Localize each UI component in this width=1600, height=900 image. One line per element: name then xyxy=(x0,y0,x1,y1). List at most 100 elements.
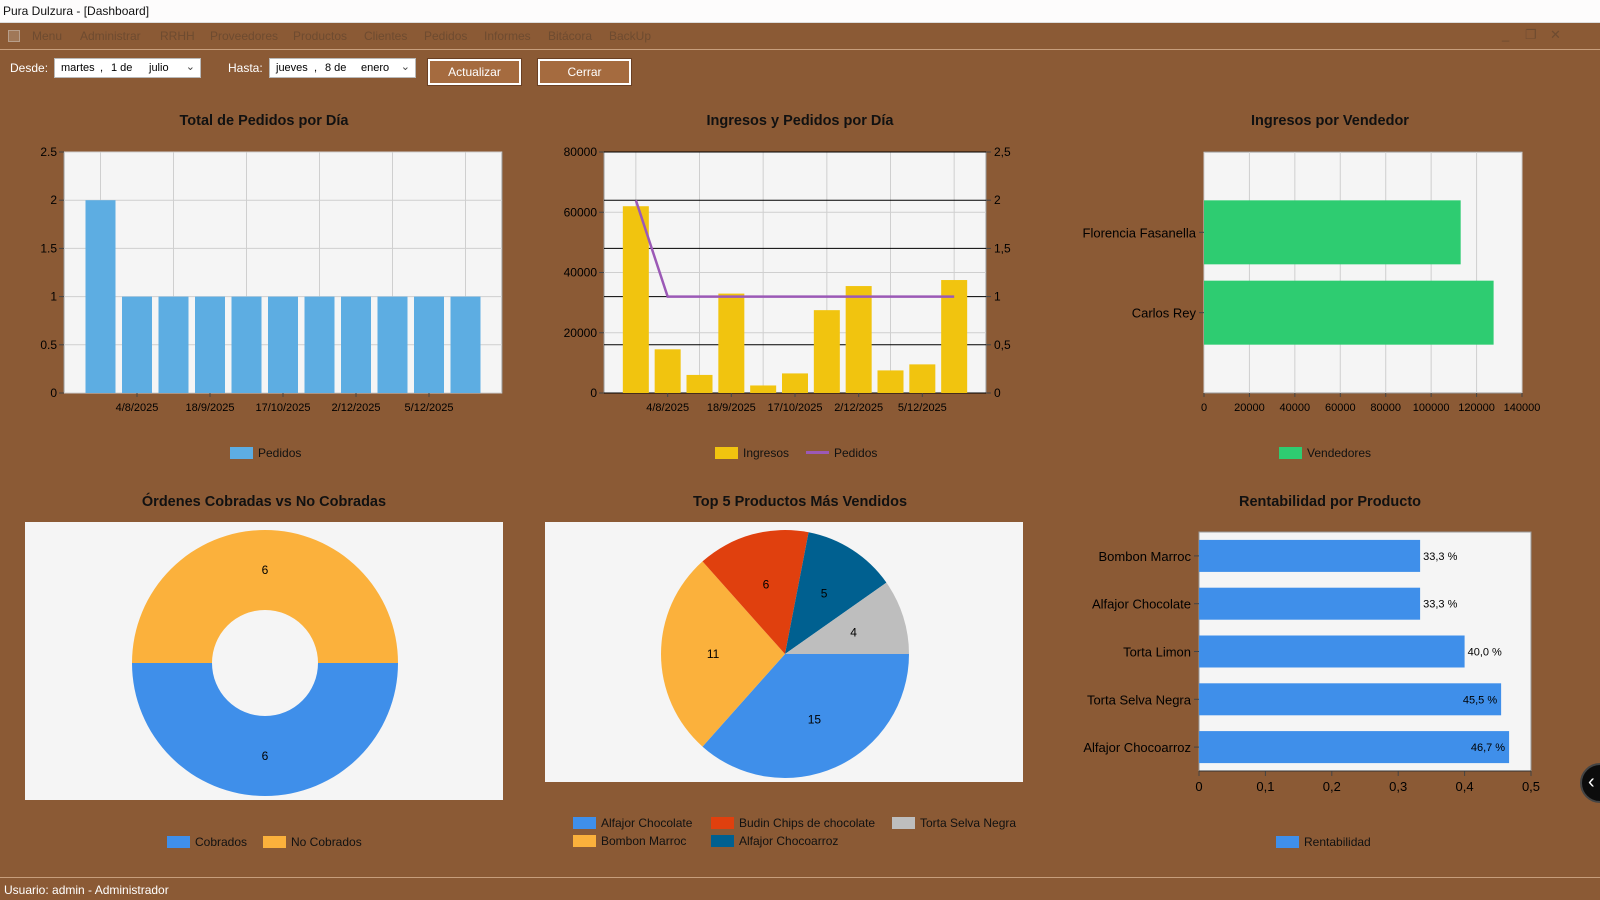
menu-item-backup[interactable]: BackUp xyxy=(609,29,652,43)
y-tick-label: 2.5 xyxy=(40,145,57,159)
menu-item-informes[interactable]: Informes xyxy=(484,29,531,43)
bar xyxy=(341,296,371,393)
bar xyxy=(845,286,872,393)
legend-swatch xyxy=(711,817,734,829)
bar xyxy=(750,385,777,393)
legend-swatch xyxy=(263,836,286,848)
bar xyxy=(1199,731,1510,764)
legend-item: Alfajor Chocolate xyxy=(573,816,692,830)
slice-label: 5 xyxy=(821,587,828,601)
filter-toolbar: Desde: martes , 1 de julio ⌄ Hasta: juev… xyxy=(0,49,1600,89)
chart-title-top-productos: Top 5 Productos Más Vendidos xyxy=(692,494,908,510)
menu-item-proveedores[interactable]: Proveedores xyxy=(210,29,279,43)
y-tick-label: 1 xyxy=(50,290,57,304)
legend-label: Cobrados xyxy=(195,835,248,849)
slice-label: 15 xyxy=(808,713,822,727)
y-tick-label: 80000 xyxy=(564,145,598,159)
y-tick-label: 40000 xyxy=(564,266,598,280)
data-label: 45,5 % xyxy=(1463,694,1497,706)
pie-slice xyxy=(702,530,809,654)
x-tick-label: 2/12/2025 xyxy=(834,402,883,414)
pie-slice xyxy=(702,654,909,778)
legend-label: Budin Chips de chocolate xyxy=(739,816,876,830)
bar xyxy=(686,374,713,393)
series-line-pedidos xyxy=(634,199,955,298)
pie-slice xyxy=(785,532,887,654)
desde-label: Desde: xyxy=(10,61,49,75)
slice-label: 6 xyxy=(262,563,269,577)
hasta-weekday: jueves xyxy=(276,62,308,74)
close-button[interactable]: Cerrar xyxy=(537,58,632,86)
hasta-month: enero xyxy=(361,62,390,74)
chart-title-cobradas: Órdenes Cobradas vs No Cobradas xyxy=(141,494,387,510)
legend-label: Rentabilidad xyxy=(1304,835,1371,849)
legend-label: Pedidos xyxy=(258,446,302,460)
bar xyxy=(377,296,408,393)
x-tick-label: 0 xyxy=(1201,402,1207,414)
y2-tick-label: 2 xyxy=(994,193,1001,207)
legend-swatch xyxy=(892,817,915,829)
chevron-down-icon[interactable]: ⌄ xyxy=(185,61,195,73)
legend-item: Torta Selva Negra xyxy=(892,816,1016,830)
y2-tick-label: 0,5 xyxy=(994,338,1011,352)
legend-item: Alfajor Chocoarroz xyxy=(711,834,838,848)
x-tick-label: 0 xyxy=(1195,779,1202,794)
data-label: 33,3 % xyxy=(1423,551,1457,563)
legend-item: Cobrados xyxy=(167,835,247,849)
legend-swatch xyxy=(715,447,738,459)
x-tick-label: 18/9/2025 xyxy=(707,402,756,414)
y-tick-label: 0.5 xyxy=(40,338,57,352)
menu-item-productos[interactable]: Productos xyxy=(293,29,348,43)
plot-area xyxy=(1203,151,1523,394)
menu-item-clientes[interactable]: Clientes xyxy=(364,29,408,43)
bar xyxy=(782,373,808,393)
bar xyxy=(1199,587,1421,620)
x-tick-label: 4/8/2025 xyxy=(116,402,159,414)
y-tick-label: 0 xyxy=(50,386,57,400)
close-icon[interactable]: ✕ xyxy=(1550,27,1561,42)
hasta-date-picker[interactable]: jueves , 8 de enero ⌄ xyxy=(269,58,416,78)
legend-label: No Cobrados xyxy=(291,835,362,849)
y2-tick-label: 2,5 xyxy=(994,145,1011,159)
data-label: 33,3 % xyxy=(1423,599,1457,611)
chart-title-vendedor: Ingresos por Vendedor xyxy=(1251,113,1409,129)
x-tick-label: 18/9/2025 xyxy=(186,402,235,414)
chevron-down-icon[interactable]: ⌄ xyxy=(400,61,410,73)
menu-item-pedidos[interactable]: Pedidos xyxy=(424,29,468,43)
category-label: Bombon Marroc xyxy=(1099,549,1192,564)
category-label: Torta Limon xyxy=(1123,645,1191,660)
legend-label: Vendedores xyxy=(1307,446,1372,460)
bar xyxy=(1199,635,1465,668)
donut-slice xyxy=(132,663,398,796)
x-tick-label: 17/10/2025 xyxy=(255,402,310,414)
legend-item: Ingresos xyxy=(715,446,789,460)
menu-item-administrar[interactable]: Administrar xyxy=(80,29,141,43)
bar xyxy=(1204,200,1461,265)
desde-separator: , xyxy=(100,62,104,74)
menu-bar: Menu Administrar RRHH Proveedores Produc… xyxy=(0,24,1600,48)
x-tick-label: 60000 xyxy=(1325,402,1356,414)
y-tick-label: 2 xyxy=(50,193,57,207)
bar xyxy=(85,200,116,393)
y-tick-label: 0 xyxy=(590,386,597,400)
x-tick-label: 17/10/2025 xyxy=(767,402,822,414)
update-button[interactable]: Actualizar xyxy=(427,58,522,86)
category-label: Alfajor Chocoarroz xyxy=(1083,740,1191,755)
menu-item-bitacora[interactable]: Bitácora xyxy=(548,29,593,43)
x-tick-label: 100000 xyxy=(1413,402,1450,414)
bar xyxy=(1204,280,1494,345)
legend-swatch xyxy=(1279,447,1302,459)
bar xyxy=(414,296,444,393)
bar xyxy=(231,296,262,393)
app-icon[interactable] xyxy=(8,30,20,42)
menu-item-menu[interactable]: Menu xyxy=(32,29,63,43)
minimize-icon[interactable]: _ xyxy=(1502,27,1510,42)
restore-icon[interactable]: ❐ xyxy=(1525,27,1537,42)
menu-item-rrhh[interactable]: RRHH xyxy=(160,29,195,43)
legend-label: Alfajor Chocolate xyxy=(601,816,693,830)
desde-date-picker[interactable]: martes , 1 de julio ⌄ xyxy=(54,58,201,78)
x-tick-label: 5/12/2025 xyxy=(898,402,947,414)
desde-weekday: martes xyxy=(61,62,95,74)
x-tick-label: 80000 xyxy=(1370,402,1401,414)
data-label: 46,7 % xyxy=(1471,742,1505,754)
